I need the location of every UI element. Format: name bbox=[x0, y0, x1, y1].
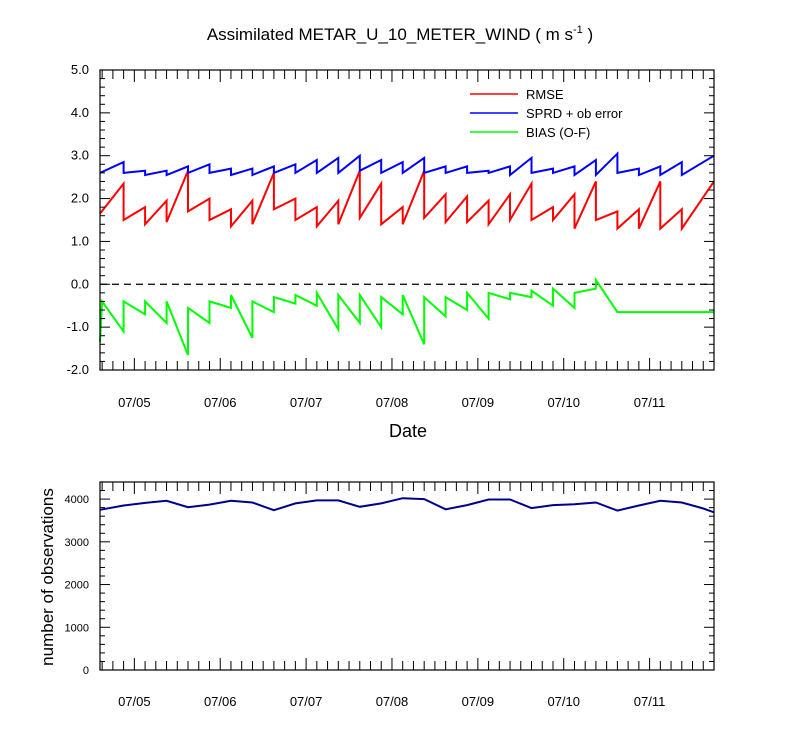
y-axis-label: number of observations bbox=[38, 488, 57, 666]
x-tick-label: 07/07 bbox=[290, 395, 323, 410]
chart-title: Assimilated METAR_U_10_METER_WIND ( m s-… bbox=[207, 24, 593, 44]
y-tick-label: 0 bbox=[83, 665, 89, 677]
x-tick-label: 07/11 bbox=[634, 395, 666, 410]
x-tick-label: 07/10 bbox=[547, 694, 580, 709]
y-tick-label: 3000 bbox=[65, 537, 89, 549]
y-tick-label: -1.0 bbox=[67, 319, 89, 334]
top-plot-area: -2.0 -1.0 0.0 1.0 2.0 3.0 4.0 5.0 07/05 07/06 07/0… bbox=[67, 62, 715, 410]
x-tick-label: 07/11 bbox=[634, 694, 666, 709]
x-tick-label: 07/09 bbox=[462, 694, 495, 709]
series-line-0 bbox=[99, 497, 715, 514]
series-line-2 bbox=[99, 276, 714, 356]
x-tick-label: 07/05 bbox=[118, 395, 151, 410]
x-tick-label: 07/05 bbox=[118, 694, 151, 709]
y-tick-label: -2.0 bbox=[67, 362, 89, 377]
legend-label: BIAS (O-F) bbox=[526, 125, 590, 140]
bottom-plot-area: 0 1000 2000 3000 4000 07/05 07/06 07/07 07/08 07/… bbox=[65, 481, 715, 709]
y-tick-label: 2.0 bbox=[71, 191, 89, 206]
y-tick-label: 3.0 bbox=[71, 148, 89, 163]
plot-frame bbox=[99, 69, 715, 371]
series-line-1 bbox=[99, 151, 715, 178]
y-tick-label: 1000 bbox=[65, 622, 89, 634]
y-tick-label: 4.0 bbox=[71, 105, 89, 120]
y-tick-label: 5.0 bbox=[71, 62, 89, 77]
y-tick-label: 2000 bbox=[65, 580, 89, 592]
x-tick-label: 07/08 bbox=[376, 395, 409, 410]
x-tick-label: 07/10 bbox=[547, 395, 580, 410]
bottom-panel: 0 1000 2000 3000 4000 07/05 07/06 07/07 07/08 07/… bbox=[38, 481, 715, 709]
legend-label: RMSE bbox=[526, 87, 564, 102]
top-panel: Assimilated METAR_U_10_METER_WIND ( m s-… bbox=[67, 24, 715, 441]
x-axis-label: Date bbox=[389, 421, 427, 441]
x-tick-label: 07/08 bbox=[376, 694, 409, 709]
series-line-0 bbox=[99, 170, 715, 232]
y-tick-label: 1.0 bbox=[71, 233, 89, 248]
legend-label: SPRD + ob error bbox=[526, 106, 623, 121]
x-tick-label: 07/07 bbox=[290, 694, 323, 709]
x-tick-label: 07/09 bbox=[462, 395, 495, 410]
x-tick-label: 07/06 bbox=[204, 395, 237, 410]
y-tick-label: 4000 bbox=[65, 494, 89, 506]
y-tick-label: 0.0 bbox=[71, 276, 89, 291]
x-tick-label: 07/06 bbox=[204, 694, 237, 709]
